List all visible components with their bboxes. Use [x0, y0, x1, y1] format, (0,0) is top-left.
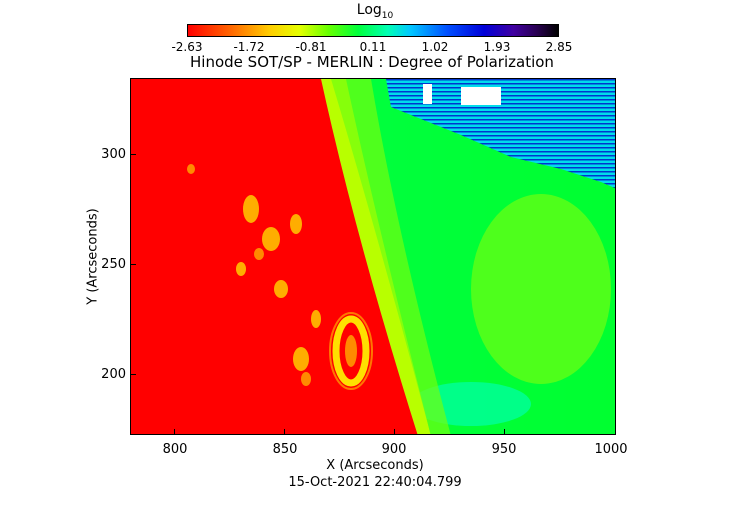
x-tick-label: 950 [491, 442, 517, 457]
colorbar-tick: 1.93 [483, 40, 511, 54]
plot-title: Hinode SOT/SP - MERLIN : Degree of Polar… [190, 53, 554, 71]
colorbar-tick: -1.72 [233, 40, 265, 54]
polarization-map [130, 78, 616, 435]
x-tick-label: 800 [162, 442, 188, 457]
colorbar-tick: -2.63 [171, 40, 203, 54]
colorbar-tick: -0.81 [295, 40, 327, 54]
colorbar [187, 24, 559, 37]
x-tick-label: 1000 [594, 442, 628, 457]
colorbar-tick: 0.11 [359, 40, 387, 54]
colorbar-tick: 1.02 [421, 40, 449, 54]
y-tick-label: 250 [101, 257, 126, 272]
polarization-map-image [131, 79, 615, 434]
x-tick-label: 850 [272, 442, 298, 457]
y-tick-label: 300 [101, 147, 126, 162]
x-axis-label: X (Arcseconds) [326, 458, 424, 473]
colorbar-tick: 2.85 [545, 40, 573, 54]
timestamp: 15-Oct-2021 22:40:04.799 [288, 475, 462, 490]
y-tick-label: 200 [101, 367, 126, 382]
y-axis-label: Y (Arcseconds) [85, 208, 101, 305]
x-tick-label: 900 [381, 442, 407, 457]
colorbar-title: Log10 [356, 2, 394, 21]
